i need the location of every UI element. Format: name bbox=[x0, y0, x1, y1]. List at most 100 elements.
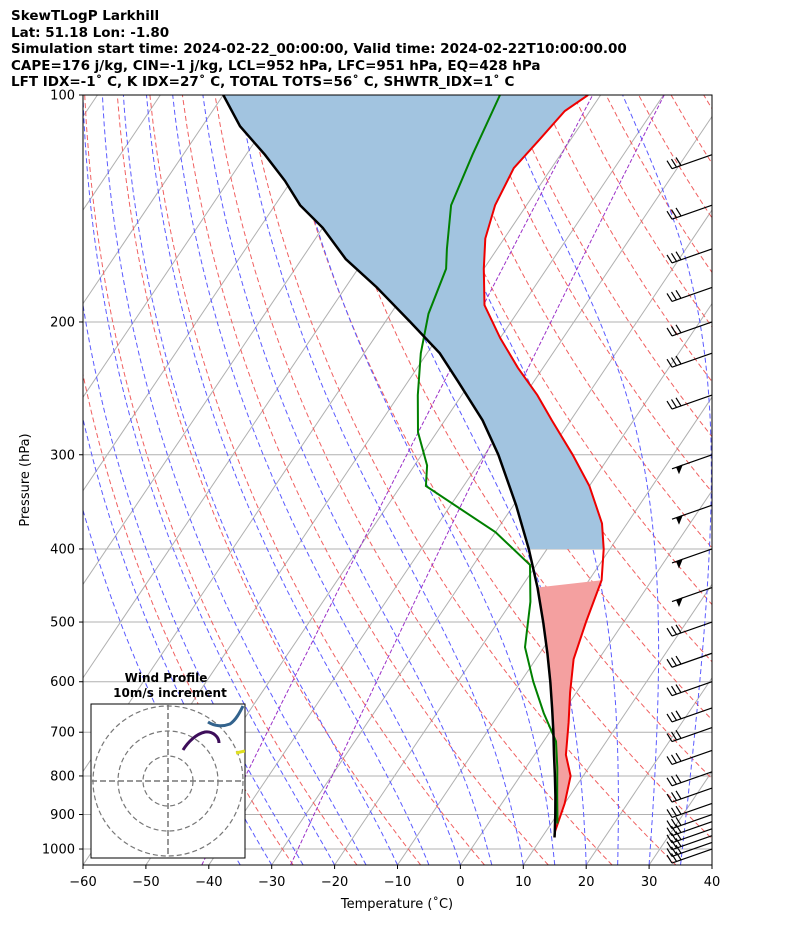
dry-adiabat-line bbox=[769, 95, 794, 865]
hodograph-subtitle: 10m/s increment bbox=[113, 686, 227, 700]
mixing-ratio-line bbox=[290, 95, 665, 865]
dry-adiabat-line bbox=[344, 95, 712, 721]
wind-barb-pennant bbox=[676, 597, 683, 608]
y-tick-label: 100 bbox=[50, 89, 75, 104]
wind-barb-flag bbox=[666, 358, 673, 368]
y-tick-label: 600 bbox=[50, 675, 75, 690]
moist-adiabat-line bbox=[83, 302, 304, 865]
wind-barb bbox=[671, 394, 713, 410]
hodograph-trace-low bbox=[181, 730, 221, 751]
moist-adiabat-line bbox=[172, 95, 461, 865]
cape-shading bbox=[223, 95, 604, 549]
wind-barb-flag bbox=[675, 824, 682, 833]
hodograph-trace-mid bbox=[207, 705, 245, 728]
wind-barb-flag bbox=[675, 207, 682, 217]
wind-barb-flag bbox=[670, 818, 678, 828]
moist-adiabat-line bbox=[83, 95, 336, 865]
dewpoint-line bbox=[416, 95, 559, 824]
isotherm-line bbox=[459, 489, 712, 865]
wind-barb bbox=[671, 841, 713, 857]
temperature-line bbox=[482, 95, 605, 838]
hodograph-trace-high bbox=[235, 749, 245, 755]
wind-barb bbox=[671, 681, 713, 697]
wind-barb-flag bbox=[670, 731, 678, 741]
wind-barb-flag bbox=[670, 712, 678, 721]
moist-adiabat-line bbox=[122, 95, 398, 865]
wind-barb-flag bbox=[675, 289, 682, 299]
wind-barb-flag bbox=[675, 838, 682, 847]
wind-barb bbox=[671, 652, 713, 668]
y-tick-label: 300 bbox=[50, 448, 75, 463]
x-tick-label: −20 bbox=[321, 875, 348, 890]
wind-barb-flag bbox=[675, 831, 682, 840]
wind-barb-flag bbox=[666, 841, 673, 850]
wind-barb bbox=[671, 204, 713, 220]
wind-barb-flag bbox=[670, 209, 678, 218]
y-tick-label: 200 bbox=[50, 315, 75, 330]
wind-barb-flag bbox=[666, 809, 673, 818]
y-tick-label: 1000 bbox=[42, 843, 75, 858]
wind-barb-flag bbox=[675, 844, 682, 854]
wind-barb-flag bbox=[666, 400, 673, 410]
wind-barb-flag bbox=[670, 839, 678, 849]
dry-adiabat-line bbox=[605, 95, 712, 274]
wind-barb-flag bbox=[670, 326, 678, 335]
moist-adiabat-line bbox=[282, 95, 556, 865]
x-tick-label: 10 bbox=[515, 875, 532, 890]
wind-barb-pennant bbox=[676, 514, 683, 525]
wind-barb bbox=[671, 154, 713, 170]
cin-shading bbox=[537, 580, 602, 838]
wind-barb-flag bbox=[670, 158, 678, 168]
wind-barb-flag bbox=[675, 684, 682, 693]
wind-barb bbox=[671, 621, 713, 637]
wind-barb bbox=[671, 821, 713, 837]
wind-barb-pennant bbox=[676, 464, 683, 475]
wind-barb bbox=[671, 802, 713, 818]
wind-barb-flag bbox=[670, 357, 678, 366]
wind-barb-pennant bbox=[676, 558, 683, 569]
wind-barb-flag bbox=[670, 399, 678, 408]
wind-barb-flag bbox=[675, 851, 682, 861]
moist-adiabat-line bbox=[336, 95, 587, 865]
location-line: Lat: 51.18 Lon: -1.80 bbox=[11, 24, 170, 41]
x-axis-label: Temperature (˚C) bbox=[340, 896, 453, 912]
isotherm-line bbox=[397, 396, 712, 865]
x-tick-label: −40 bbox=[195, 875, 222, 890]
wind-barb-flag bbox=[666, 834, 673, 844]
wind-barb-flag bbox=[666, 627, 673, 637]
wind-barb-flag bbox=[675, 752, 682, 762]
wind-barb-flag bbox=[670, 252, 678, 262]
wind-barb-flag bbox=[670, 626, 678, 635]
wind-barb-flag bbox=[670, 853, 678, 862]
wind-barb-flag bbox=[666, 210, 673, 220]
wind-barb bbox=[671, 813, 713, 830]
wind-barb-flag bbox=[670, 291, 678, 301]
x-tick-label: 30 bbox=[641, 875, 658, 890]
wind-barb-flag bbox=[670, 846, 678, 856]
dry-adiabat-line bbox=[279, 95, 712, 840]
dry-adiabat-line bbox=[83, 372, 294, 865]
wind-barb-flag bbox=[666, 756, 673, 765]
wind-barb-flag bbox=[675, 790, 682, 800]
y-tick-label: 900 bbox=[50, 808, 75, 823]
wind-barb-flag bbox=[666, 854, 673, 864]
wind-barb-flag bbox=[666, 733, 673, 742]
moist-adiabat-line bbox=[202, 95, 493, 865]
dry-adiabat-line bbox=[116, 95, 422, 865]
wind-barb-flag bbox=[670, 832, 678, 842]
x-tick-label: −50 bbox=[132, 875, 159, 890]
dry-adiabat-line bbox=[181, 95, 549, 865]
wind-barb bbox=[671, 321, 713, 337]
x-tick-label: 0 bbox=[456, 875, 464, 890]
wind-barb-flag bbox=[670, 657, 678, 666]
dry-adiabat-line bbox=[736, 95, 794, 865]
y-tick-label: 800 bbox=[50, 769, 75, 784]
isotherm-line bbox=[83, 95, 224, 305]
mixing-ratio-line bbox=[201, 95, 594, 865]
moist-adiabat-line bbox=[622, 95, 712, 865]
dry-adiabat-line bbox=[703, 95, 712, 110]
wind-barb bbox=[671, 726, 713, 743]
dry-adiabat-line bbox=[507, 95, 712, 438]
wind-barb bbox=[671, 835, 713, 851]
